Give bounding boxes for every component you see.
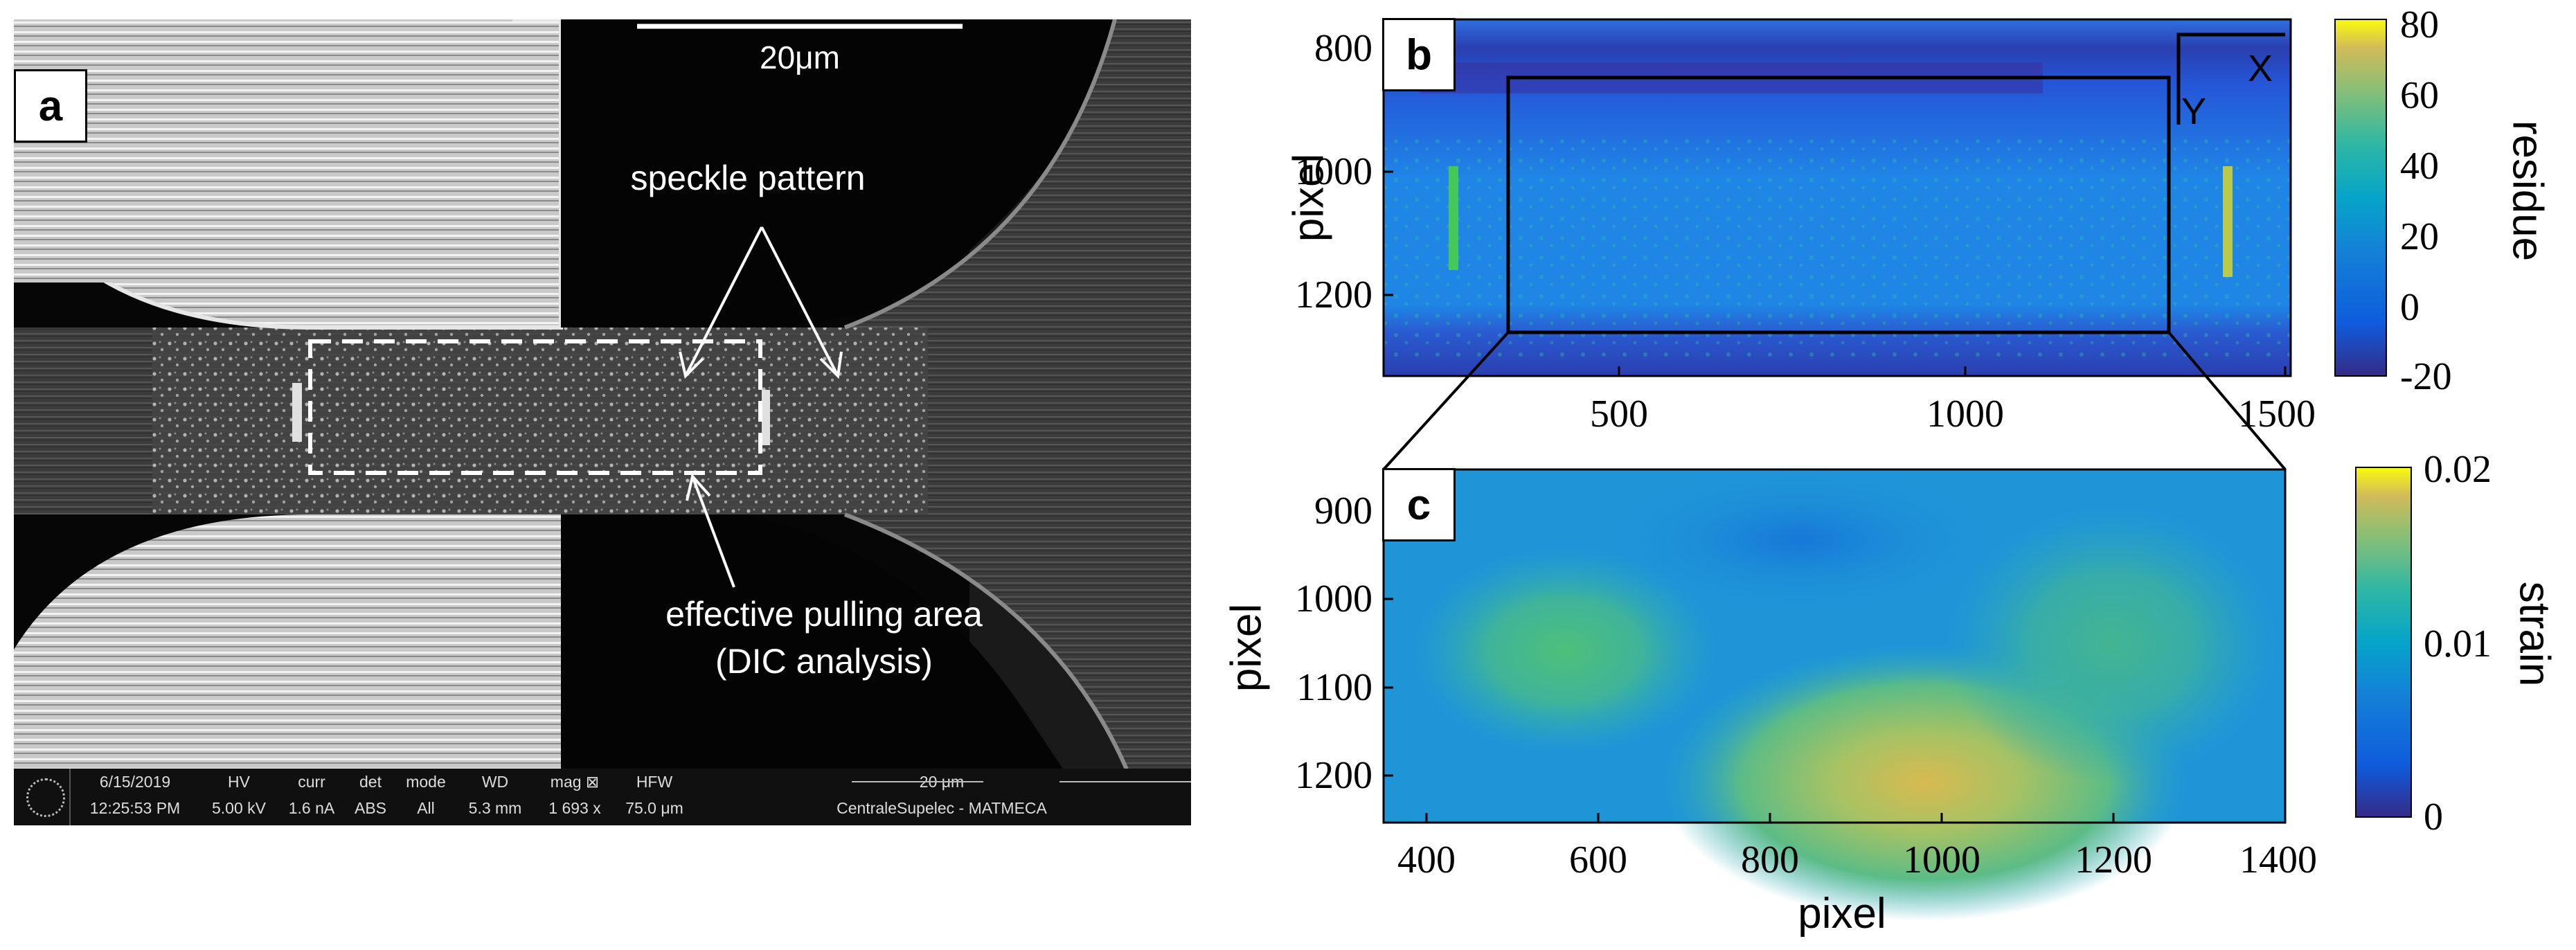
- info-curr-label: curr: [298, 773, 325, 791]
- b-xtick-1500: 1500: [2238, 393, 2316, 436]
- panel-label-b: b: [1382, 18, 1456, 91]
- info-institution: CentraleSupelec - MATMECA: [837, 799, 1047, 817]
- c-cbar-tick-0: 0: [2424, 796, 2443, 839]
- c-colorbar-label: strain: [2510, 581, 2559, 687]
- b-ytick-1200: 1200: [1295, 274, 1372, 316]
- fei-logo-icon: [26, 778, 65, 817]
- b-cbar-tick-40: 40: [2400, 145, 2439, 188]
- c-yticks: [1384, 510, 1393, 777]
- info-scale-line-right: [1059, 781, 1191, 782]
- info-wd-value: 5.3 mm: [468, 799, 522, 817]
- info-det-value: ABS: [354, 799, 387, 817]
- info-hv-value: 5.00 kV: [212, 799, 266, 817]
- c-cbar-tick-002: 0.02: [2424, 448, 2492, 491]
- b-cbar-tick-60: 60: [2400, 74, 2439, 117]
- b-colorbar-label: residue: [2503, 120, 2552, 262]
- info-time: 12:25:53 PM: [89, 799, 181, 817]
- b-cbar-tick-neg20: -20: [2400, 355, 2452, 398]
- panel-label-a: a: [14, 69, 87, 143]
- b-axis-x-label: X: [2248, 48, 2273, 89]
- info-hfw-label: HFW: [636, 773, 673, 791]
- info-date: 6/15/2019: [99, 773, 171, 791]
- b-cbar-tick-0: 0: [2400, 286, 2420, 329]
- info-scale-line-left: [852, 781, 983, 782]
- info-curr-value: 1.6 nA: [288, 799, 335, 817]
- residue-marker-left: [1449, 166, 1458, 270]
- b-ytick-1000: 1000: [1295, 150, 1372, 193]
- info-mode-label: mode: [406, 773, 446, 791]
- c-xtick-600: 600: [1569, 839, 1627, 881]
- c-xlabel: pixel: [1798, 890, 1886, 938]
- sem-image: [14, 19, 1191, 825]
- scale-bar-label: 20μm: [760, 39, 840, 75]
- speckle-pattern-annotation: speckle pattern: [630, 159, 866, 197]
- c-xtick-1000: 1000: [1903, 839, 1980, 881]
- c-cbar-tick-001: 0.01: [2424, 622, 2492, 665]
- c-xtick-800: 800: [1741, 839, 1799, 881]
- strain-map: [1384, 469, 2285, 823]
- c-xtick-1400: 1400: [2239, 839, 2317, 881]
- b-xticks: [1618, 366, 2287, 376]
- b-cbar-tick-20: 20: [2400, 215, 2439, 258]
- b-xtick-500: 500: [1590, 393, 1648, 436]
- zoom-line-left: [1382, 331, 1510, 471]
- strain-blob-right: [1946, 505, 2278, 782]
- c-xticks: [1425, 813, 2287, 823]
- info-mag-value: 1 693 x: [548, 799, 601, 817]
- info-wd-label: WD: [481, 773, 509, 791]
- residue-dark-band: [1420, 62, 2043, 93]
- strain-blob-left: [1413, 547, 1717, 755]
- roi-rectangle: [1506, 75, 2171, 334]
- info-mag-label: mag ⊠: [550, 773, 600, 791]
- info-hv-label: HV: [228, 773, 250, 791]
- c-ytick-1000: 1000: [1295, 577, 1372, 620]
- sem-info-bar: 6/15/2019 12:25:53 PM HV 5.00 kV curr 1.…: [14, 769, 1191, 825]
- c-xtick-400: 400: [1397, 839, 1456, 881]
- b-ytick-800: 800: [1314, 27, 1372, 70]
- residue-colorbar: [2334, 19, 2387, 377]
- b-ylabel: pixel: [1285, 153, 1333, 242]
- panel-a: a 20μm speckle pattern effective pulling…: [14, 19, 1191, 825]
- c-ytick-1100: 1100: [1296, 666, 1372, 709]
- info-mode-value: All: [417, 799, 435, 817]
- residue-speckles: [1384, 138, 2291, 360]
- b-cbar-tick-80: 80: [2400, 3, 2439, 46]
- b-axis-y-label: Y: [2181, 91, 2207, 132]
- c-ytick-1200: 1200: [1295, 754, 1372, 797]
- info-det-label: det: [359, 773, 382, 791]
- pulling-area-annotation-line2: (DIC analysis): [715, 642, 933, 681]
- pulling-area-annotation-line1: effective pulling area: [665, 595, 983, 634]
- strain-colorbar: [2355, 467, 2412, 818]
- c-xtick-1200: 1200: [2075, 839, 2152, 881]
- strain-low-top: [1593, 464, 2008, 616]
- b-xtick-1000: 1000: [1926, 393, 2004, 436]
- residue-map: [1384, 19, 2291, 376]
- residue-marker-right: [2223, 166, 2233, 277]
- c-ytick-900: 900: [1314, 490, 1372, 532]
- info-hfw-value: 75.0 μm: [625, 799, 683, 817]
- panel-label-c: c: [1382, 468, 1456, 541]
